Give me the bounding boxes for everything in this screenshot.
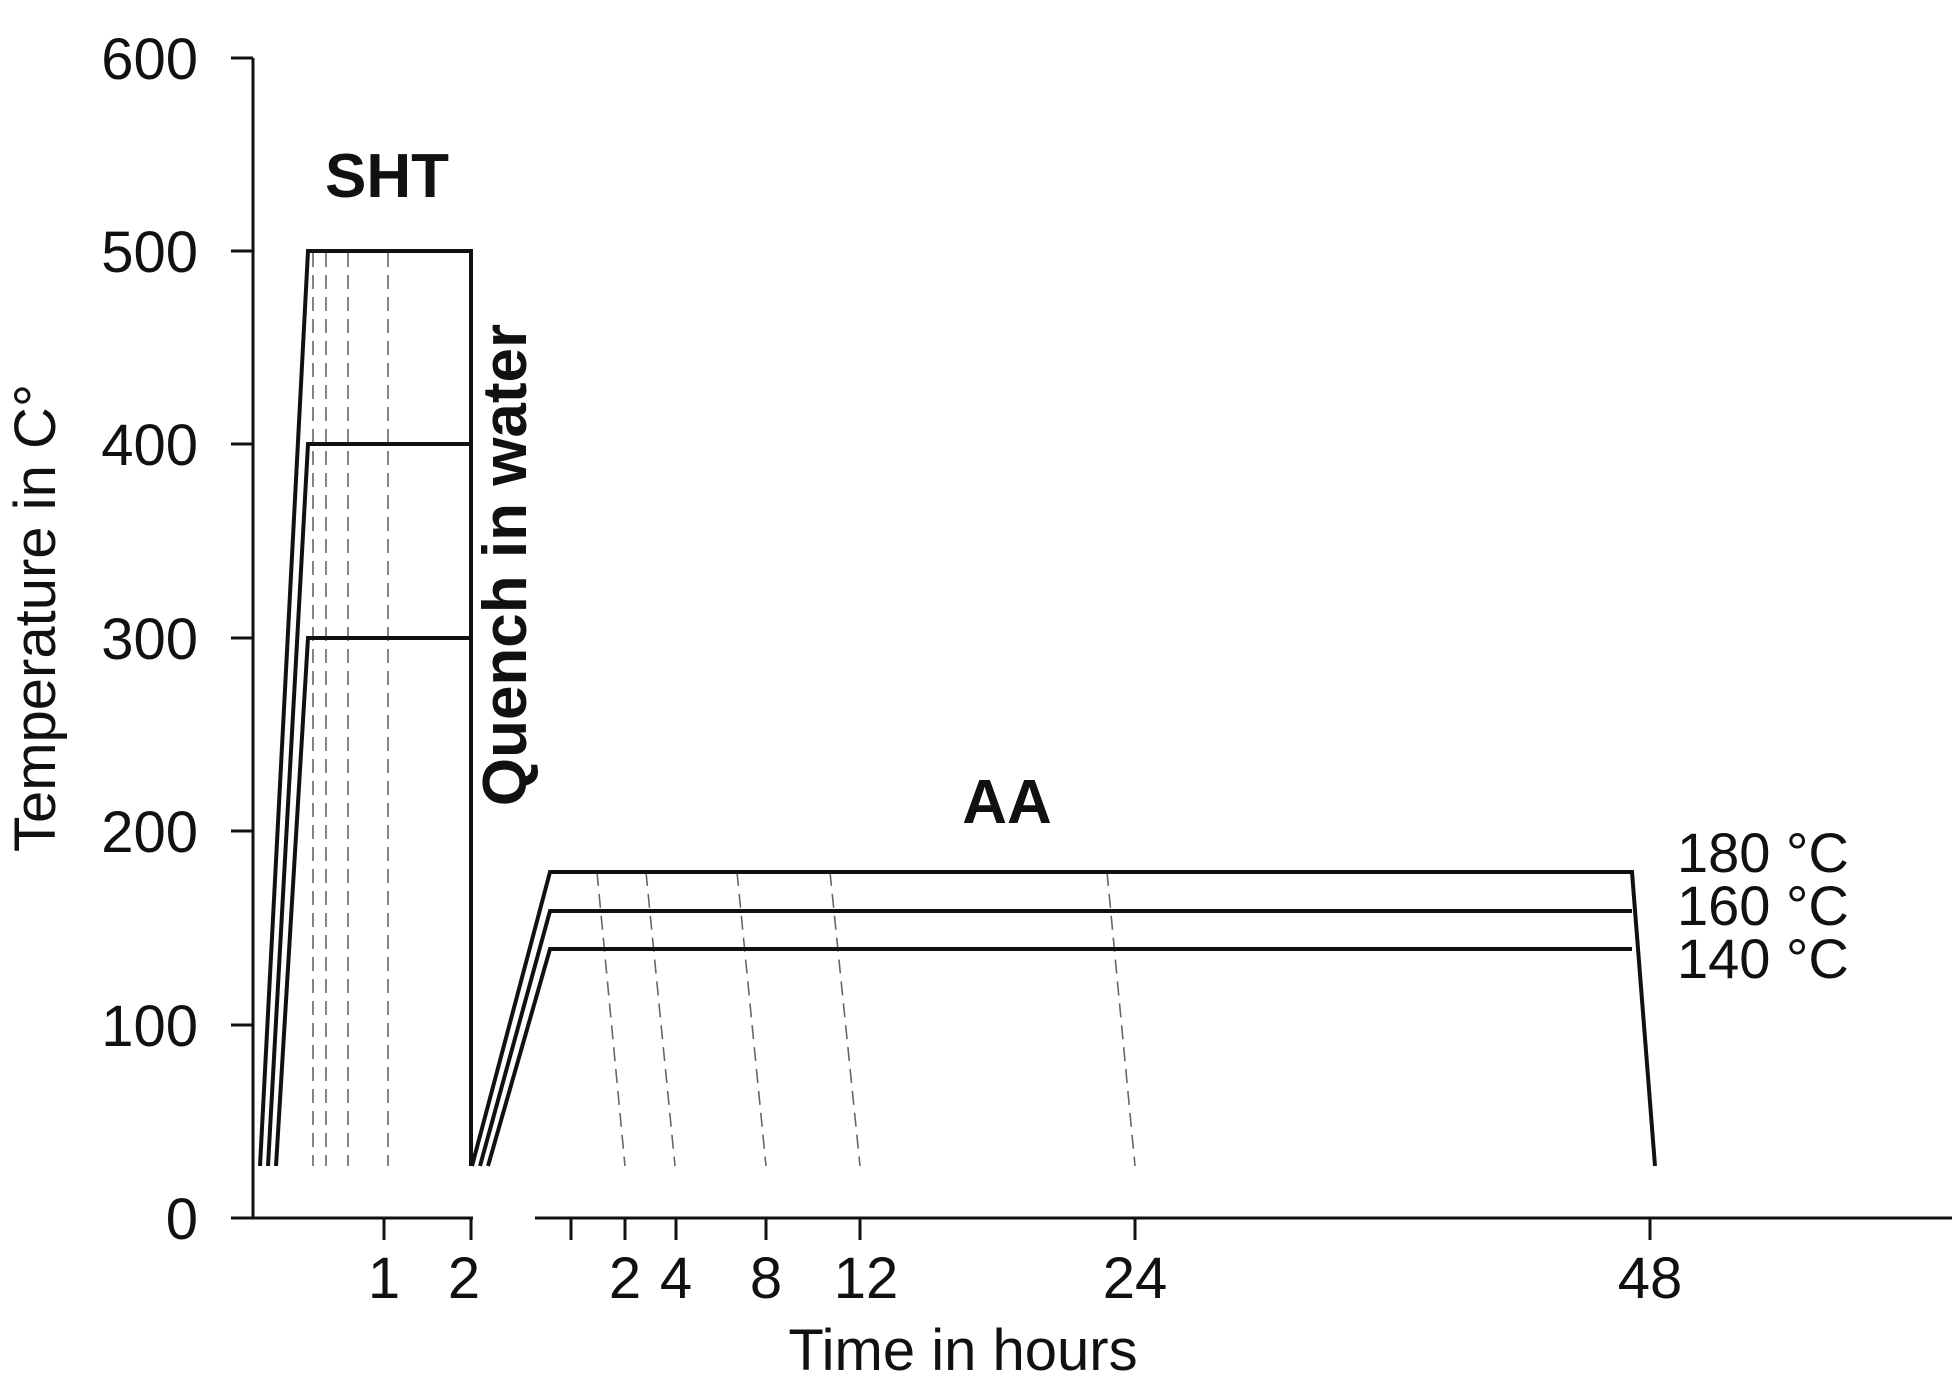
x-ticks xyxy=(382,1218,1652,1240)
aa-profile-140 xyxy=(486,947,1632,1167)
sht-profile-300 xyxy=(274,636,471,1167)
y-ticks xyxy=(231,56,253,1220)
x-tick-label-aa: 12 xyxy=(834,1246,899,1311)
y-tick-label: 300 xyxy=(101,607,198,672)
y-tick-label: 500 xyxy=(101,220,198,285)
y-tick-label: 600 xyxy=(101,27,198,92)
y-tick-label: 200 xyxy=(101,800,198,865)
aa-sampling-line xyxy=(829,871,861,1167)
aa-temp-label-160: 160 °C xyxy=(1677,874,1849,937)
aa-profile-180 xyxy=(470,870,1657,1167)
aa-profiles xyxy=(470,870,1657,1167)
sht-profile-500 xyxy=(258,249,473,1167)
aa-temp-label-180: 180 °C xyxy=(1677,821,1849,884)
x-tick-label-aa: 4 xyxy=(660,1246,692,1311)
aa-sampling-lines xyxy=(596,871,1136,1167)
y-tick-labels: 0 100 200 300 400 500 600 xyxy=(101,27,198,1252)
y-tick-label: 100 xyxy=(101,994,198,1059)
sht-sampling-lines xyxy=(312,253,389,1166)
sht-profiles xyxy=(258,249,473,1167)
x-tick-label-aa: 8 xyxy=(750,1246,782,1311)
x-tick-label-sht: 2 xyxy=(448,1246,480,1311)
y-axis-title: Temperature in C° xyxy=(3,384,68,852)
y-tick-label: 0 xyxy=(166,1187,198,1252)
x-tick-label-aa: 48 xyxy=(1618,1246,1683,1311)
x-tick-labels: 1 2 2 4 8 12 24 48 xyxy=(368,1246,1682,1311)
sht-profile-400 xyxy=(266,442,471,1167)
aa-temp-label-140: 140 °C xyxy=(1677,927,1849,990)
aa-sampling-line xyxy=(645,871,676,1167)
aa-sampling-line xyxy=(1106,871,1136,1167)
x-tick-label-aa: 2 xyxy=(609,1246,641,1311)
aa-sampling-line xyxy=(596,871,626,1167)
x-tick-label-aa: 24 xyxy=(1103,1246,1168,1311)
aa-sampling-line xyxy=(736,871,767,1167)
x-axis-title: Time in hours xyxy=(788,1318,1137,1374)
x-tick-label-sht: 1 xyxy=(368,1246,400,1311)
sht-stage-label: SHT xyxy=(325,142,449,211)
aa-profile-160 xyxy=(478,909,1632,1167)
quench-stage-label: Quench in water xyxy=(471,324,540,806)
aa-stage-label: AA xyxy=(962,768,1052,837)
y-tick-label: 400 xyxy=(101,413,198,478)
